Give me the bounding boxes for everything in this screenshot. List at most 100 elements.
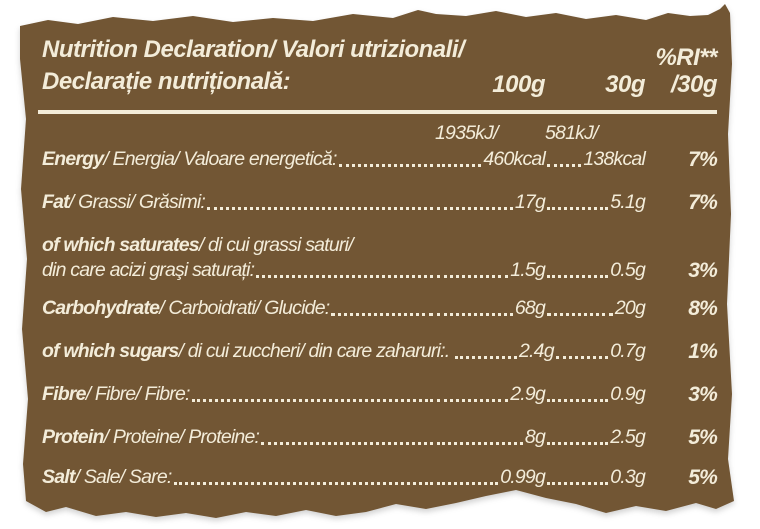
nutrition-rows: 1935kJ/581kJ/Energy/ Energia/ Valoare en… [42, 122, 718, 490]
value-per-100g: 8g [435, 425, 546, 450]
nutrition-label: Nutrition Declaration/ Valori utrizional… [20, 4, 734, 518]
dot-leader [437, 482, 499, 485]
nutrient-translations: / Sale/ Sare: [74, 466, 173, 488]
value-100g-text: 68g [514, 297, 546, 319]
dot-leader [547, 399, 609, 402]
dot-leader [547, 275, 609, 278]
nutrition-row: Protein/ Proteine/ Proteine: 8g 2.5g 5% [42, 425, 718, 450]
nutrient-translations: / Fibre/ Fibre: [85, 383, 191, 405]
dot-leader [191, 399, 433, 402]
nutrient-name: of which sugars [42, 340, 179, 362]
dot-leader [331, 313, 433, 316]
value-ri-percent: 5% [645, 465, 718, 490]
nutrient-name: Salt [42, 466, 75, 488]
value-30g-text: 2.5g [610, 426, 646, 448]
dot-leader [338, 164, 433, 167]
value-30g-text: 0.9g [610, 383, 646, 405]
nutrient-translations: / di cui zuccheri/ din care zaharuri:. [178, 340, 450, 362]
ri-percent-text: 8% [688, 297, 718, 320]
value-per-30g: 0.9g [545, 382, 646, 407]
value-ri-percent: 7% [645, 147, 718, 172]
nutrient-translations: / Carboidrati/ Glucide: [159, 297, 330, 319]
nutrient-label: Salt/ Sale/ Sare: [42, 465, 172, 490]
value-30g-text: 138kcal [583, 148, 645, 170]
nutrient-label: Fat/ Grassi/ Grăsimi: [42, 190, 206, 215]
value-100g-text: 2.4g [518, 340, 555, 362]
value-ri-percent: 8% [645, 296, 718, 321]
dot-leader [455, 356, 517, 359]
value-100g-text: 460kcal [483, 148, 545, 170]
nutrient-name: Fat [42, 191, 70, 213]
column-header-ri: %RI** /30g [645, 44, 717, 98]
nutrient-name: Carbohydrate [42, 297, 160, 319]
value-per-100g: 2.9g [435, 382, 546, 407]
label-title: Nutrition Declaration/ Valori utrizional… [42, 34, 717, 98]
value-per-30g: 581kJ/ [545, 122, 645, 144]
dot-leader [547, 442, 609, 445]
value-30g-text: 0.3g [610, 466, 646, 488]
value-30g-text: 581kJ/ [545, 122, 598, 144]
nutrition-row: Energy/ Energia/ Valoare energetică: 460… [42, 147, 718, 172]
nutrient-translations: / Proteine/ Proteine: [103, 426, 260, 448]
torn-paper-wrap: Nutrition Declaration/ Valori utrizional… [18, 4, 734, 520]
dot-leader [261, 442, 433, 445]
dot-leader [437, 313, 513, 316]
column-header-ri-top: %RI** [655, 44, 717, 71]
value-per-30g: 2.5g [545, 425, 646, 450]
value-ri-percent: 3% [645, 382, 718, 407]
title-line-2: Declarație nutrițională: [42, 68, 291, 95]
value-30g-text: 0.7g [610, 340, 646, 362]
dot-leader [256, 275, 433, 278]
ri-percent-text: 3% [688, 259, 718, 282]
value-100g-text: 1.5g [510, 259, 546, 281]
column-header-ri-bottom: /30g [670, 71, 718, 98]
dot-leader [547, 313, 613, 316]
nutrition-row: Fat/ Grassi/ Grăsimi: 17g 5.1g 7% [42, 190, 718, 215]
value-100g-text: 17g [514, 191, 546, 213]
value-per-100g: 460kcal [435, 147, 546, 172]
value-30g-text: 20g [614, 297, 646, 319]
nutrient-name: of which saturates [42, 234, 200, 256]
ri-percent-text: 5% [688, 426, 718, 449]
dot-leader [547, 207, 609, 210]
nutrition-row: Fibre/ Fibre/ Fibre: 2.9g 0.9g 3% [42, 382, 718, 407]
nutrient-row-line2: din care acizi graşi saturați: [42, 259, 255, 281]
nutrient-label: Carbohydrate/ Carboidrati/ Glucide: [42, 296, 330, 321]
nutrient-translations: / Grassi/ Grăsimi: [68, 191, 206, 213]
value-per-30g: 138kcal [545, 147, 646, 172]
value-30g-text: 0.5g [610, 259, 646, 281]
nutrient-label: of which sugars/ di cui zuccheri/ din ca… [42, 339, 450, 364]
ri-percent-text: 1% [688, 340, 718, 363]
value-100g-text: 0.99g [500, 466, 546, 488]
ri-percent-text: 5% [688, 466, 718, 489]
value-ri-percent: 1% [645, 339, 718, 364]
dot-leader [437, 399, 509, 402]
value-per-30g: 0.5g [545, 258, 646, 283]
value-100g-text: 1935kJ/ [435, 122, 498, 144]
dot-leader [173, 482, 433, 485]
value-per-30g: 20g [545, 296, 646, 321]
dot-leader [547, 482, 609, 485]
value-ri-percent: 7% [645, 190, 718, 215]
nutrient-name: Fibre [42, 383, 86, 405]
nutrient-row-line1: of which saturates/ di cui grassi saturi… [42, 233, 717, 258]
dot-leader [437, 442, 523, 445]
nutrient-label: Energy/ Energia/ Valoare energetică: [42, 147, 337, 172]
nutrient-label: Fibre/ Fibre/ Fibre: [42, 382, 190, 407]
title-line-1: Nutrition Declaration/ Valori utrizional… [42, 36, 465, 63]
dot-leader [207, 207, 433, 210]
dot-leader [555, 356, 609, 359]
value-100g-text: 2.9g [510, 383, 546, 405]
nutrition-row: Carbohydrate/ Carboidrati/ Glucide: 68g 2… [42, 296, 718, 321]
value-per-30g: 0.3g [545, 465, 646, 490]
ri-percent-text: 7% [688, 148, 718, 171]
nutrient-name: Energy [42, 148, 104, 170]
value-per-100g: 1.5g [435, 258, 546, 283]
value-per-30g: 5.1g [545, 190, 646, 215]
ri-percent-text: 3% [688, 383, 718, 406]
value-per-100g: 1935kJ/ [435, 122, 545, 144]
value-per-30g: 0.7g [554, 339, 646, 364]
value-ri-percent: 3% [645, 258, 718, 283]
nutrient-label: Protein/ Proteine/ Proteine: [42, 425, 260, 450]
